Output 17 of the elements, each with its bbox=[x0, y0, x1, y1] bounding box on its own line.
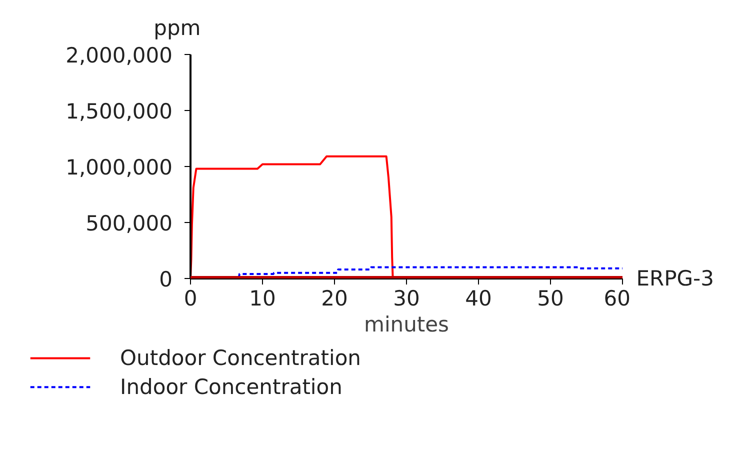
x-axis-title: minutes bbox=[364, 312, 450, 336]
y-tick-label: 1,000,000 bbox=[66, 156, 173, 180]
x-tick-label: 50 bbox=[537, 286, 564, 310]
legend-label: Indoor Concentration bbox=[120, 375, 342, 400]
x-tick-label: 30 bbox=[393, 286, 420, 310]
x-tick-label: 60 bbox=[604, 286, 631, 310]
y-axis-title: ppm bbox=[154, 16, 201, 40]
legend-label: Outdoor Concentration bbox=[120, 346, 361, 370]
x-tick-label: 0 bbox=[184, 286, 198, 310]
ref-line-label: ERPG-3 bbox=[636, 266, 714, 290]
y-tick-label: 2,000,000 bbox=[66, 44, 173, 68]
x-tick-label: 40 bbox=[465, 286, 492, 310]
x-tick-label: 10 bbox=[249, 286, 276, 310]
y-tick-label: 500,000 bbox=[86, 212, 173, 236]
y-tick-label: 0 bbox=[159, 268, 173, 292]
y-tick-label: 1,500,000 bbox=[66, 100, 173, 124]
x-tick-label: 20 bbox=[321, 286, 348, 310]
